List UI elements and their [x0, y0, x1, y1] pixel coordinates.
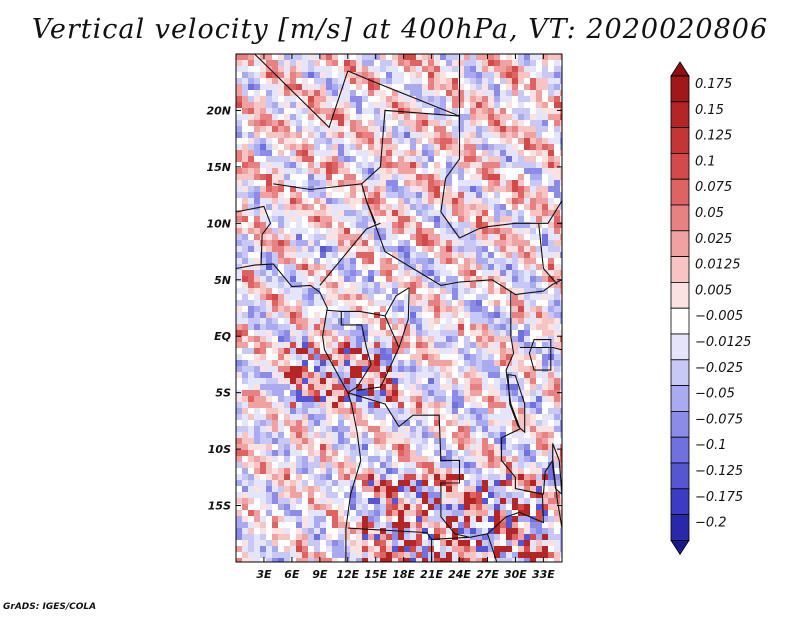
colorbar-swatch [670, 204, 690, 232]
lake-outline [507, 373, 526, 434]
border-line [486, 533, 498, 562]
lon-tick-label: 27E [476, 568, 499, 581]
lat-tick-label: 10S [208, 443, 231, 456]
border-line [347, 54, 461, 117]
lat-tick-label: 20N [206, 104, 231, 117]
colorbar-label: −0.075 [695, 412, 743, 427]
border-line [340, 311, 372, 394]
border-line [398, 287, 410, 348]
colorbar-swatch [670, 488, 690, 515]
lon-tick-label: 6E [284, 568, 300, 581]
colorbar: 0.175 0.15 0.125 0.1 0.075 0.05 0.025 0.0125 0.0… [670, 61, 751, 556]
lon-tick-label: 3E [256, 568, 272, 581]
colorbar-swatch [670, 256, 690, 283]
colorbar-label: 0.005 [695, 283, 732, 298]
colorbar-label: 0.1 [695, 154, 716, 169]
border-line [357, 315, 400, 391]
lat-tick-label: 10N [206, 217, 231, 230]
border-line [459, 200, 562, 239]
lake-outline [528, 339, 552, 371]
country-borders [236, 54, 562, 562]
colorbar-label: 0.15 [695, 103, 724, 118]
border-line [236, 205, 272, 266]
colorbar-label: −0.0125 [695, 335, 751, 350]
colorbar-label: 0.125 [695, 129, 732, 144]
border-line [538, 223, 558, 285]
lat-tick-label: 15N [206, 161, 231, 174]
lon-tick-label: 15E [364, 568, 387, 581]
colorbar-swatch [670, 281, 690, 309]
colorbar-swatch [670, 333, 690, 361]
border-line [543, 279, 562, 292]
colorbar-top-extension [670, 61, 690, 77]
lat-tick-label: 5S [215, 387, 231, 400]
colorbar-label: −0.005 [695, 309, 743, 324]
colorbar-swatch [670, 514, 690, 541]
lon-tick-label: 9E [312, 568, 328, 581]
lon-tick-label: 30E [504, 568, 527, 581]
border-line [236, 263, 362, 562]
lat-tick-label: 15S [208, 500, 231, 513]
colorbar-label: 0.05 [695, 206, 724, 221]
border-line [365, 200, 525, 296]
chart-title: Vertical velocity [m/s] at 400hPa, VT: 2… [31, 14, 769, 45]
colorbar-bottom-extension [670, 540, 690, 556]
colorbar-swatch [670, 152, 690, 180]
colorbar-swatch [670, 436, 690, 464]
border-line [440, 116, 461, 213]
colorbar-swatch [670, 462, 690, 490]
colorbar-swatch [670, 385, 690, 412]
colorbar-label: −0.025 [695, 361, 743, 376]
border-line [524, 290, 544, 294]
border-line [254, 54, 349, 129]
colorbar-label: 0.175 [695, 77, 732, 92]
colorbar-label: 0.025 [695, 232, 732, 247]
lon-tick-label: 21E [420, 568, 443, 581]
colorbar-label: −0.125 [695, 464, 743, 479]
lon-tick-label: 12E [336, 568, 359, 581]
colorbar-swatch [670, 410, 690, 438]
border-line [319, 222, 381, 286]
border-line [440, 211, 460, 239]
map-frame [235, 53, 563, 563]
grads-credit: GrADS: IGES/COLA [3, 602, 97, 612]
map-axes: 20N 15N 10N 5N EQ 5S 10S 15S 3E 6E 9E 12E 15E 18E 21E 2… [206, 54, 562, 581]
lake-outline [552, 443, 562, 496]
lat-tick-label: 5N [214, 274, 231, 287]
lon-tick-label: 24E [448, 568, 471, 581]
colorbar-swatch [670, 230, 690, 258]
colorbar-swatch [670, 359, 690, 386]
colorbar-swatch [670, 101, 690, 129]
lon-tick-label: 33E [532, 568, 555, 581]
colorbar-label: −0.1 [695, 438, 727, 453]
vertical-velocity-field [236, 54, 562, 562]
colorbar-label: −0.2 [695, 516, 727, 531]
lat-tick-label: EQ [214, 330, 231, 343]
border-line [347, 392, 470, 538]
colorbar-label: 0.0125 [695, 258, 741, 273]
colorbar-swatch [670, 127, 690, 154]
colorbar-swatch [670, 75, 690, 103]
colorbar-label: −0.175 [695, 490, 743, 505]
colorbar-label: 0.075 [695, 180, 732, 195]
border-line [327, 287, 410, 317]
colorbar-label: −0.05 [695, 387, 735, 402]
colorbar-swatch [670, 178, 690, 206]
colorbar-swatch [670, 307, 690, 335]
border-line [361, 109, 460, 185]
lon-tick-label: 18E [392, 568, 415, 581]
